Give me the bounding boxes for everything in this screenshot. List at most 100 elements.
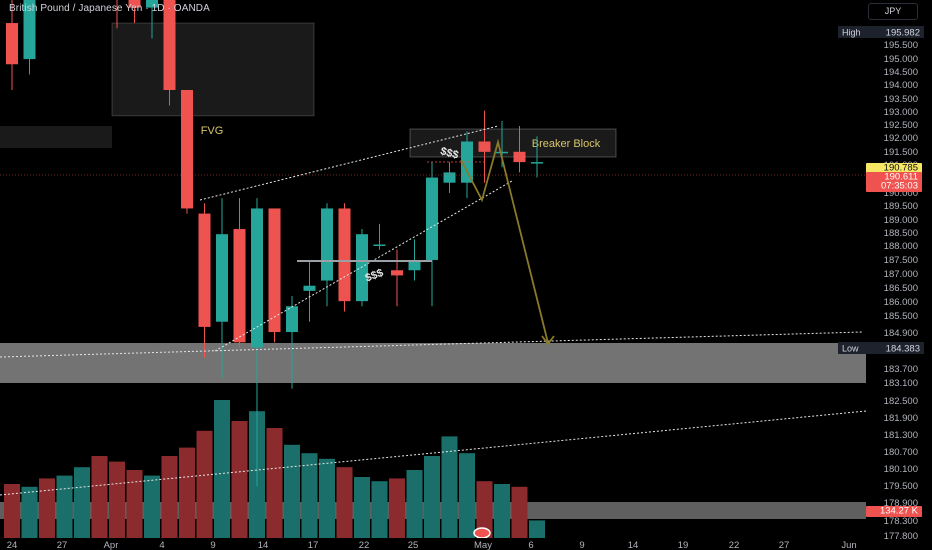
volume-bar [389,478,405,540]
channel-lower-line [214,180,513,352]
high-tag-label: High [842,28,861,38]
volume-bar [406,470,423,540]
volume-bar [354,477,370,540]
low-tag-value: 184.383 [886,344,920,355]
price-tick-label: 188.500 [884,228,918,239]
price-tick-label: 193.000 [884,107,918,118]
event-marker [473,527,491,539]
chart-title: British Pound / Japanese Yen · 1D · OAND… [9,3,210,14]
projection-arrow-head [541,335,555,346]
candle [356,234,368,302]
volume-bar [371,481,388,540]
mark-price-tag: 190.611 [884,172,918,183]
candle [303,285,316,291]
time-tick-label: 19 [678,540,689,550]
price-tick-label: 188.000 [884,241,918,252]
time-tick-label: May [474,540,492,550]
volume-bar [109,461,125,540]
price-tick-label: 195.500 [884,40,918,51]
volume-bar [284,444,300,540]
fvg-label: FVG [201,125,224,137]
volume-tag: 134.27 K [880,506,919,517]
price-tick-label: 194.500 [884,67,918,78]
currency-button[interactable]: JPY [868,3,918,20]
last-price-tag-bg [866,163,922,174]
volume-bar [441,436,458,540]
time-tick-label: 9 [210,540,215,550]
volume-bar [179,447,195,540]
breaker-block-label: Breaker Block [532,138,601,150]
price-tick-label: 187.000 [884,269,918,280]
time-tick-label: 14 [628,540,639,550]
price-tick-label: 189.000 [884,215,918,226]
volume-bar [336,467,353,540]
volume-bar [424,456,440,540]
price-tick-label: 183.700 [884,364,918,375]
liquidity-top-label: $$$ [439,145,460,161]
candle [128,0,141,8]
volume-bar [511,486,528,540]
price-axis[interactable]: 195.500 195.000 194.500 194.000 193.500 193.0… [866,0,932,550]
candle [233,229,246,343]
volume-bar [21,486,38,540]
volume-bar [144,475,160,540]
support-zone [0,343,866,383]
last-price-tag: 190.785 [884,163,918,174]
candle [496,151,508,154]
high-tag-bg [838,26,924,38]
price-tick-label: 178.300 [884,516,918,527]
time-tick-label: 25 [408,540,419,550]
candle [408,259,421,271]
projection-path [460,138,549,344]
price-tick-label: 181.300 [884,430,918,441]
candle [338,208,351,302]
price-tick-label: 179.500 [884,481,918,492]
time-tick-label: 4 [159,540,164,550]
candle [531,162,543,164]
candle [23,0,36,60]
liquidity-bottom-label: $$$ [364,267,385,285]
time-tick-label: 17 [308,540,319,550]
time-tick-label: Jun [841,540,856,550]
time-tick-label: 24 [7,540,18,550]
volume-bar [529,520,545,540]
time-tick-label: 27 [57,540,68,550]
volume-bar [214,400,230,540]
price-tick-label: 192.000 [884,133,918,144]
price-tick-label: 186.000 [884,297,918,308]
price-tick-label: 195.000 [884,54,918,65]
price-tick-label: 180.100 [884,464,918,475]
candle [6,23,18,65]
candle [373,244,386,246]
price-tick-label: 193.500 [884,94,918,105]
candle [391,270,403,276]
volume-bar [301,453,318,540]
price-tick-label: 185.500 [884,311,918,322]
price-tick-label: 182.500 [884,396,918,407]
time-axis-bg [0,538,866,550]
price-axis-bg [866,0,932,550]
volume-bar [494,484,510,540]
volume-bar [319,458,335,540]
price-tick-label: 180.700 [884,447,918,458]
volume-bar [39,478,55,540]
volume-bar [196,430,213,540]
price-tick-label: 183.100 [884,378,918,389]
candle [181,90,193,209]
volume-bar [231,421,248,540]
time-axis[interactable]: 24 27 Apr 4 9 14 17 22 25 May 6 9 14 19 22 27 Jun [0,538,866,550]
candle [163,0,176,90]
candle [198,213,211,327]
time-tick-label: 22 [359,540,370,550]
candle [268,208,281,333]
low-tag-bg [838,342,924,354]
candle [478,141,491,152]
price-tick-label: 181.900 [884,413,918,424]
price-tick-label: 189.500 [884,201,918,212]
time-tick-label: 6 [528,540,533,550]
price-tags: High 195.982 Low 184.383 190.785190.61107:35… [838,26,924,517]
price-tick-label: 187.500 [884,255,918,266]
volume-bar [91,456,108,540]
price-tick-label: 178.900 [884,498,918,509]
